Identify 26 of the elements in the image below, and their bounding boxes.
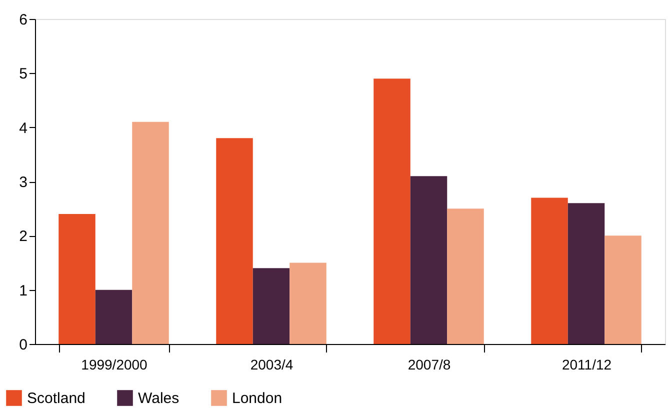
bar	[447, 208, 484, 344]
bar	[604, 236, 642, 344]
x-tick-label: 2007/8	[408, 356, 451, 372]
bar	[374, 78, 410, 344]
legend-label: London	[232, 390, 282, 407]
y-tick-label: 3	[19, 174, 28, 191]
bar	[410, 176, 448, 344]
bar	[216, 138, 253, 344]
bar	[252, 268, 290, 344]
y-tick-label: 5	[19, 66, 28, 83]
bar	[568, 203, 605, 344]
legend-label: Scotland	[27, 390, 86, 407]
y-tick-label: 0	[19, 336, 28, 354]
y-tick-label: 2	[19, 228, 28, 246]
bar	[58, 214, 96, 344]
y-tick-label: 6	[19, 12, 28, 28]
bar	[95, 290, 132, 344]
x-tick-label: 2011/12	[562, 356, 612, 372]
bar	[290, 262, 326, 344]
y-tick-label: 4	[19, 120, 28, 137]
y-tick-label: 1	[19, 282, 28, 300]
x-tick-label: 1999/2000	[81, 356, 148, 372]
x-tick-label: 2003/4	[250, 356, 294, 372]
legend-label: Wales	[138, 390, 180, 407]
bar	[132, 122, 169, 344]
bar	[531, 198, 568, 344]
